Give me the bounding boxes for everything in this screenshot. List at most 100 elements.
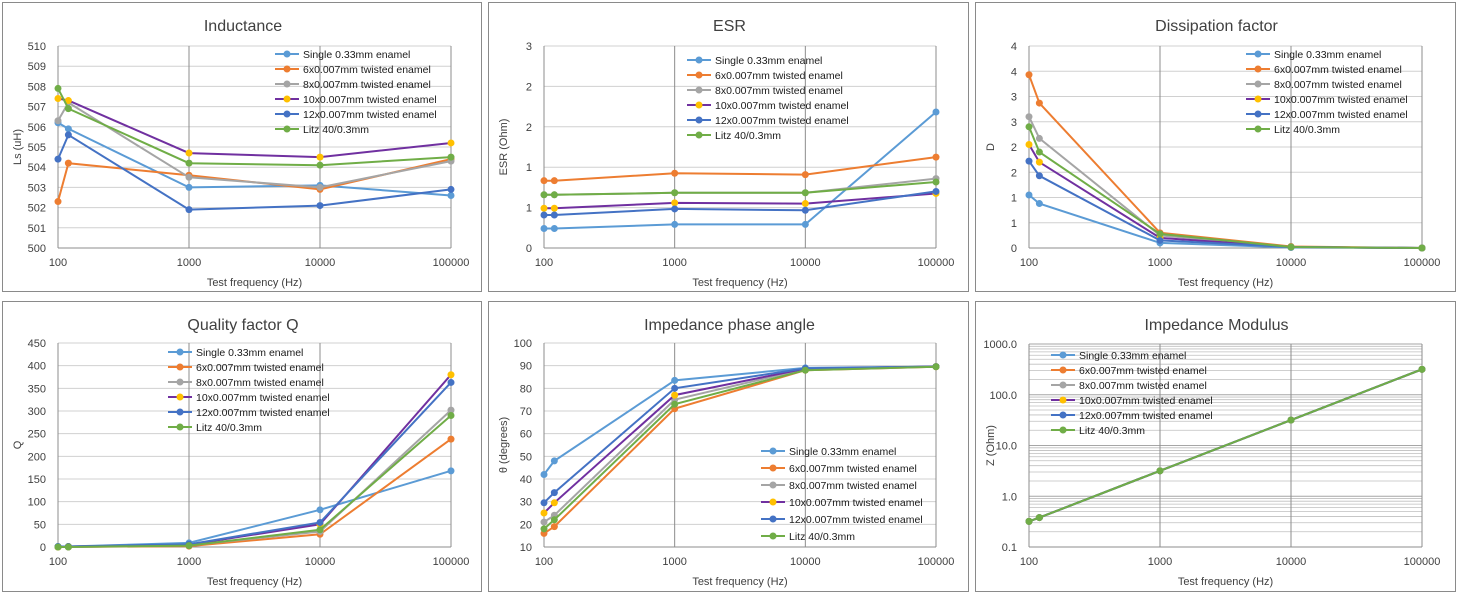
- y-tick-label: 350: [28, 383, 46, 395]
- chart-inductance: Inductance 500 501 502 503 504 505 506 507 508 509…: [2, 2, 482, 292]
- legend-label: 10x0.007mm twisted enamel: [1274, 94, 1408, 106]
- legend-marker: [1059, 426, 1067, 434]
- legend-marker: [769, 464, 777, 472]
- x-tick-label: 10000: [305, 257, 336, 269]
- legend-label: Litz 40/0.3mm: [303, 124, 369, 136]
- y-tick-label: 0: [526, 243, 532, 255]
- y-tick-label: 0: [1011, 243, 1017, 255]
- y-tick-label: 40: [520, 474, 532, 486]
- chart-title: Inductance: [204, 18, 282, 35]
- data-point: [671, 199, 679, 207]
- y-axis-label: ESR (Ohm): [498, 119, 510, 176]
- legend-marker: [1254, 65, 1262, 73]
- legend-marker: [1254, 80, 1262, 88]
- y-tick-label: 508: [28, 81, 46, 93]
- y-tick-label: 200: [28, 451, 46, 463]
- y-tick-label: 400: [28, 361, 46, 373]
- data-point: [316, 161, 324, 169]
- legend-label: Single 0.33mm enamel: [789, 446, 896, 458]
- data-point: [550, 191, 558, 199]
- data-point: [801, 189, 809, 197]
- x-tick-label: 10000: [1276, 556, 1307, 568]
- legend-label: 8x0.007mm twisted enamel: [715, 85, 843, 97]
- x-tick-label: 10000: [790, 556, 821, 568]
- legend-label: 10x0.007mm twisted enamel: [789, 497, 923, 509]
- data-point: [1035, 134, 1043, 142]
- data-point: [550, 457, 558, 465]
- legend-label: 8x0.007mm twisted enamel: [1274, 79, 1402, 91]
- legend-label: Single 0.33mm enamel: [196, 347, 303, 359]
- x-tick-label: 10000: [790, 257, 821, 269]
- chart-dissipation-factor: Dissipation factor 0 1 1 2 2 3 3 4 4 100 1000 10000 1…: [975, 2, 1456, 292]
- legend-marker: [283, 95, 291, 103]
- legend-label: 12x0.007mm twisted enamel: [789, 514, 923, 526]
- y-tick-label: 1.0: [1002, 491, 1017, 503]
- legend-marker: [283, 50, 291, 58]
- legend-marker: [176, 393, 184, 401]
- legend-marker: [283, 65, 291, 73]
- y-tick-label: 20: [520, 519, 532, 531]
- y-tick-label: 4: [1011, 66, 1017, 78]
- data-point: [932, 187, 940, 195]
- data-point: [540, 470, 548, 478]
- x-tick-label: 100000: [433, 556, 470, 568]
- legend-label: 12x0.007mm twisted enamel: [303, 109, 437, 121]
- y-tick-label: 504: [28, 162, 46, 174]
- y-tick-label: 1: [1011, 218, 1017, 230]
- data-point: [550, 516, 558, 524]
- data-point: [64, 97, 72, 105]
- chart-svg: ESR 0 1 1 2 2 3 100 1000 10000 100000 Test frequenc…: [498, 18, 954, 289]
- legend-marker: [1059, 366, 1067, 374]
- y-tick-label: 4: [1011, 41, 1017, 53]
- data-point: [1156, 236, 1164, 244]
- data-point: [550, 204, 558, 212]
- x-tick-label: 1000: [177, 556, 201, 568]
- data-point: [671, 384, 679, 392]
- legend-marker: [1059, 351, 1067, 359]
- data-point: [1287, 243, 1295, 251]
- x-tick-label: 100: [535, 556, 553, 568]
- data-point: [316, 153, 324, 161]
- data-point: [447, 412, 455, 420]
- x-tick-label: 100: [49, 556, 67, 568]
- x-tick-label: 1000: [1148, 257, 1172, 269]
- chart-title: Quality factor Q: [187, 317, 298, 334]
- data-point: [316, 202, 324, 210]
- chart-esr: ESR 0 1 1 2 2 3 100 1000 10000 100000 Test frequenc…: [488, 2, 969, 292]
- data-point: [540, 518, 548, 526]
- data-point: [550, 224, 558, 232]
- y-axis-label: Ls (uH): [12, 129, 24, 165]
- legend-label: 6x0.007mm twisted enamel: [715, 70, 843, 82]
- legend-marker: [176, 378, 184, 386]
- y-tick-label: 3: [1011, 92, 1017, 104]
- y-tick-label: 2: [526, 122, 532, 134]
- y-tick-label: 503: [28, 182, 46, 194]
- series-line: [544, 156, 937, 182]
- legend-marker: [1254, 125, 1262, 133]
- data-point: [671, 189, 679, 197]
- data-point: [447, 406, 455, 414]
- y-tick-label: 509: [28, 61, 46, 73]
- data-point: [1035, 148, 1043, 156]
- legend-marker: [769, 498, 777, 506]
- legend-marker: [769, 515, 777, 523]
- y-tick-label: 1000.0: [983, 339, 1017, 351]
- x-axis-label: Test frequency (Hz): [207, 277, 302, 289]
- y-tick-label: 2: [1011, 167, 1017, 179]
- data-point: [316, 183, 324, 191]
- legend-label: Single 0.33mm enamel: [1274, 49, 1381, 61]
- data-point: [1287, 416, 1295, 424]
- data-point: [550, 523, 558, 531]
- y-tick-label: 50: [520, 451, 532, 463]
- legend-label: Litz 40/0.3mm: [1079, 425, 1145, 437]
- x-tick-label: 1000: [662, 556, 686, 568]
- y-tick-label: 3: [1011, 117, 1017, 129]
- y-axis-label: Q: [12, 440, 24, 449]
- data-point: [671, 376, 679, 384]
- legend-label: 8x0.007mm twisted enamel: [1079, 380, 1207, 392]
- x-tick-label: 1000: [1148, 556, 1172, 568]
- y-tick-label: 506: [28, 122, 46, 134]
- data-point: [54, 155, 62, 163]
- data-point: [932, 153, 940, 161]
- data-point: [54, 198, 62, 206]
